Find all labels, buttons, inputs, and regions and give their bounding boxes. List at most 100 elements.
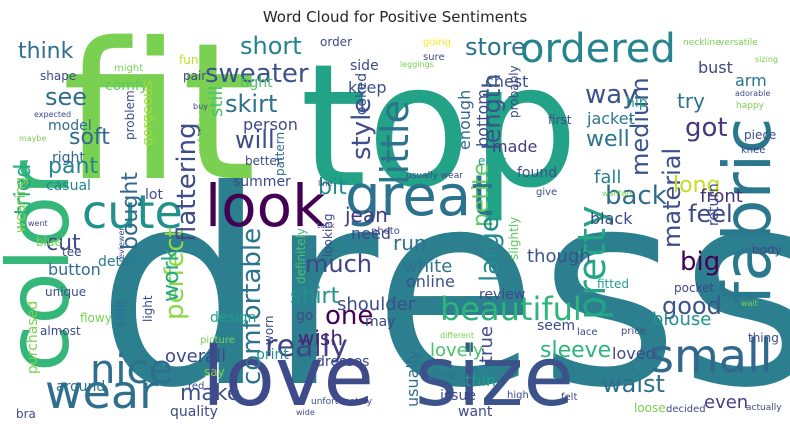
word-dress: dress xyxy=(96,132,790,427)
word-loose: loose xyxy=(634,401,666,415)
word-worn: worn xyxy=(262,316,276,345)
word-unfortunately: unfortunately xyxy=(311,397,373,407)
word-fall: fall xyxy=(594,167,621,188)
word-return: return xyxy=(706,183,722,226)
word-arm: arm xyxy=(735,71,767,90)
word-felt: felt xyxy=(561,392,577,403)
word-color: color xyxy=(0,160,89,372)
word-white: white xyxy=(403,256,452,277)
word-blue: blue xyxy=(36,235,62,249)
word-cute: cute xyxy=(82,185,183,239)
word-nice: nice xyxy=(90,347,173,393)
word-lovely: lovely xyxy=(430,340,484,361)
word-look: look xyxy=(205,172,326,240)
word-price: price xyxy=(621,326,646,337)
word-way: way xyxy=(585,80,638,110)
word-lot: lot xyxy=(145,187,163,203)
word-neckline: neckline xyxy=(683,38,721,48)
word-ordered: ordered xyxy=(520,26,676,72)
word-wanted: wanted xyxy=(602,189,632,198)
word-short: short xyxy=(240,32,302,60)
word-different: different xyxy=(440,331,474,340)
word-thing: thing xyxy=(748,331,779,345)
word-pattern: pattern xyxy=(273,132,287,176)
word-hip: hip xyxy=(626,95,648,111)
word-enough: enough xyxy=(455,90,474,150)
word-pocket: pocket xyxy=(674,281,714,295)
word-online: online xyxy=(406,272,455,291)
word-shirt: shirt xyxy=(290,284,340,309)
word-large: large xyxy=(475,216,505,282)
word-found: found xyxy=(517,165,557,181)
word-black: black xyxy=(590,209,633,228)
word-seem: seem xyxy=(537,318,575,334)
word-much: much xyxy=(305,250,372,278)
word-photo: photo xyxy=(371,226,400,237)
word-think: think xyxy=(18,39,74,64)
word-bottom: bottom xyxy=(473,89,492,147)
word-store: store xyxy=(465,33,526,61)
word-slightly: slightly xyxy=(507,217,521,260)
word-petite: petite xyxy=(469,163,494,227)
word-still: still xyxy=(206,86,227,117)
word-almost: almost xyxy=(40,324,81,338)
word-wearing: wearing xyxy=(13,177,29,233)
word-sure: sure xyxy=(423,52,445,63)
word-make: make xyxy=(180,381,240,406)
word-good: good xyxy=(662,292,722,320)
word-first: first xyxy=(548,113,572,127)
word-shape: shape xyxy=(40,69,76,83)
word-small: small xyxy=(650,329,773,383)
word-gorgeous: gorgeous xyxy=(140,81,156,146)
word-style: style xyxy=(347,98,377,160)
word-fun: fun xyxy=(179,53,198,67)
word-issue: issue xyxy=(440,388,476,404)
word-light: light xyxy=(141,295,155,322)
word-happy: happy xyxy=(736,101,765,111)
word-back: back xyxy=(605,181,667,211)
word-piece: piece xyxy=(744,128,776,142)
word-bit: bit xyxy=(318,175,347,200)
word-maybe: maybe xyxy=(19,134,47,143)
word-comfortable: comfortable xyxy=(237,228,267,385)
word-retailer: retailer xyxy=(195,111,209,154)
word-reviewer: reviewer xyxy=(117,227,126,262)
word-give: give xyxy=(536,187,557,198)
word-will: will xyxy=(235,126,275,154)
word-design: design xyxy=(210,310,256,326)
word-sale: sale xyxy=(113,300,129,328)
word-jean: jean xyxy=(344,203,388,227)
word-review: review xyxy=(479,287,525,303)
word-need: need xyxy=(351,224,391,243)
word-looking: looking xyxy=(321,213,335,257)
word-though: though xyxy=(527,246,591,267)
word-actually: actually xyxy=(746,403,782,413)
word-adorable: adorable xyxy=(735,89,770,98)
word-tried: tried xyxy=(11,164,36,215)
word-fabric: fabric xyxy=(709,118,786,305)
word-go: go xyxy=(296,308,313,324)
word-purchased: purchased xyxy=(25,301,41,374)
word-body: body xyxy=(752,243,782,257)
word-thin: thin xyxy=(465,371,496,390)
word-say: say xyxy=(204,365,225,379)
word-pair: pair xyxy=(183,69,206,83)
word-dresses: dresses xyxy=(316,354,369,370)
word-medium: medium xyxy=(626,77,654,176)
word-model: model xyxy=(48,118,92,134)
word-sleeve: sleeve xyxy=(540,338,611,363)
word-detail: detail xyxy=(98,254,137,270)
word-quality: quality xyxy=(170,404,218,420)
word-jacket: jacket xyxy=(586,109,635,128)
word-well: well xyxy=(586,127,630,152)
word-great: great xyxy=(345,164,493,229)
word-unique: unique xyxy=(45,285,86,299)
word-one: one xyxy=(325,301,373,331)
word-fit: fit xyxy=(62,2,256,223)
word-big: big xyxy=(680,247,720,277)
word-around: around xyxy=(56,379,105,395)
word-try: try xyxy=(677,89,705,113)
word-red: red xyxy=(188,381,204,392)
word-problem: problem xyxy=(123,90,137,140)
word-flattering: flattering xyxy=(172,122,202,242)
